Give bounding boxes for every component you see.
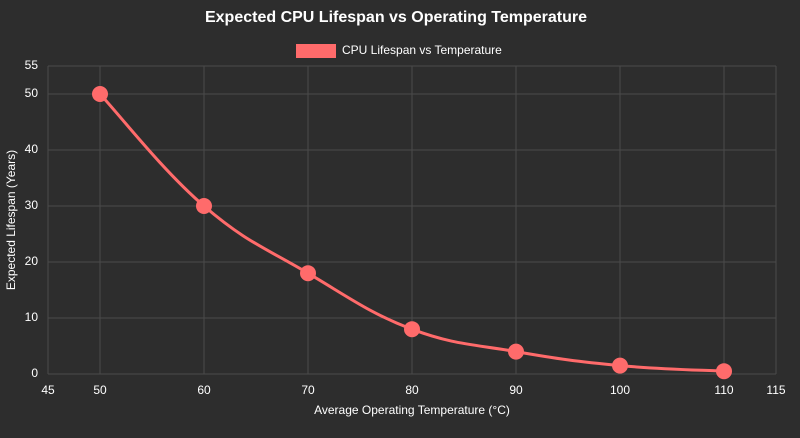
y-tick-label: 20 bbox=[25, 254, 39, 268]
data-point bbox=[612, 357, 628, 374]
x-tick-label: 115 bbox=[766, 383, 785, 397]
data-point bbox=[300, 265, 316, 282]
x-tick-label: 50 bbox=[93, 383, 107, 397]
x-tick-label: 110 bbox=[714, 383, 733, 397]
legend-label: CPU Lifespan vs Temperature bbox=[342, 43, 502, 57]
y-tick-label: 10 bbox=[25, 310, 39, 324]
legend-swatch bbox=[296, 44, 336, 58]
data-point bbox=[92, 86, 108, 102]
y-tick-label: 55 bbox=[25, 58, 39, 72]
chart-title: Expected CPU Lifespan vs Operating Tempe… bbox=[205, 9, 587, 26]
x-axis-label: Average Operating Temperature (°C) bbox=[314, 403, 510, 417]
x-tick-label: 80 bbox=[405, 383, 419, 397]
x-tick-label: 60 bbox=[197, 383, 211, 397]
data-point bbox=[508, 343, 524, 360]
y-tick-label: 40 bbox=[25, 142, 39, 156]
data-point bbox=[716, 363, 732, 380]
y-tick-label: 50 bbox=[25, 86, 39, 100]
x-tick-label: 90 bbox=[509, 383, 523, 397]
data-point bbox=[196, 198, 212, 214]
y-axis-label: Expected Lifespan (Years) bbox=[4, 150, 18, 290]
x-tick-label: 45 bbox=[41, 383, 55, 397]
x-tick-label: 100 bbox=[610, 383, 630, 397]
y-tick-label: 0 bbox=[31, 366, 38, 380]
x-tick-label: 70 bbox=[301, 383, 315, 397]
y-tick-label: 30 bbox=[25, 198, 39, 212]
data-point bbox=[404, 321, 420, 338]
